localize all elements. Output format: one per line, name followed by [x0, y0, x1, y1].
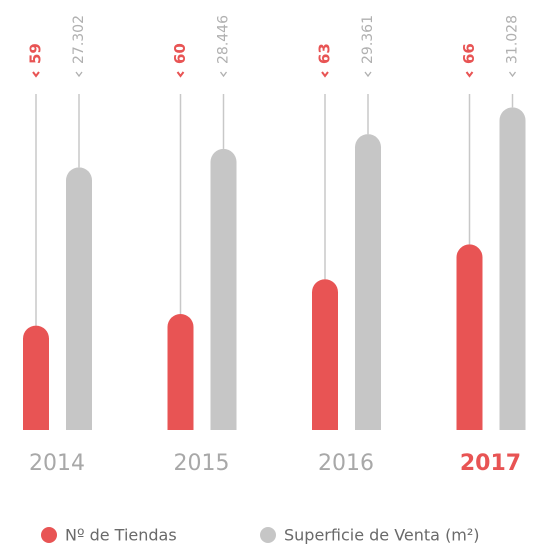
bar: [312, 279, 338, 430]
caret-icon: [321, 71, 329, 78]
caret-icon: [508, 71, 517, 78]
legend-swatch: [41, 527, 57, 543]
bar: [66, 167, 92, 430]
x-tick-label: 2017: [460, 451, 521, 476]
data-label: 31.028: [505, 15, 521, 64]
bar: [167, 314, 194, 430]
legend-label: Nº de Tiendas: [65, 526, 177, 545]
legend-label: Superficie de Venta (m²): [284, 526, 480, 545]
bar: [210, 148, 237, 430]
x-tick-label: 2016: [318, 451, 374, 476]
caret-icon: [465, 71, 474, 78]
bar: [499, 107, 526, 431]
data-label: 60: [171, 43, 189, 64]
caret-icon: [176, 71, 185, 78]
data-label: 29.361: [360, 15, 376, 64]
caret-icon: [219, 71, 228, 78]
data-label: 27.302: [71, 15, 87, 64]
x-tick-label: 2015: [174, 451, 230, 476]
caret-icon: [75, 71, 83, 78]
data-label: 28.446: [216, 15, 232, 64]
data-label: 59: [27, 43, 45, 64]
caret-icon: [32, 71, 40, 78]
bar: [355, 134, 381, 430]
data-label: 63: [316, 43, 334, 64]
bar: [23, 325, 49, 430]
caret-icon: [364, 71, 372, 78]
bar: [456, 244, 483, 430]
x-tick-label: 2014: [29, 451, 85, 476]
data-label: 66: [460, 43, 478, 64]
legend-swatch: [260, 527, 276, 543]
